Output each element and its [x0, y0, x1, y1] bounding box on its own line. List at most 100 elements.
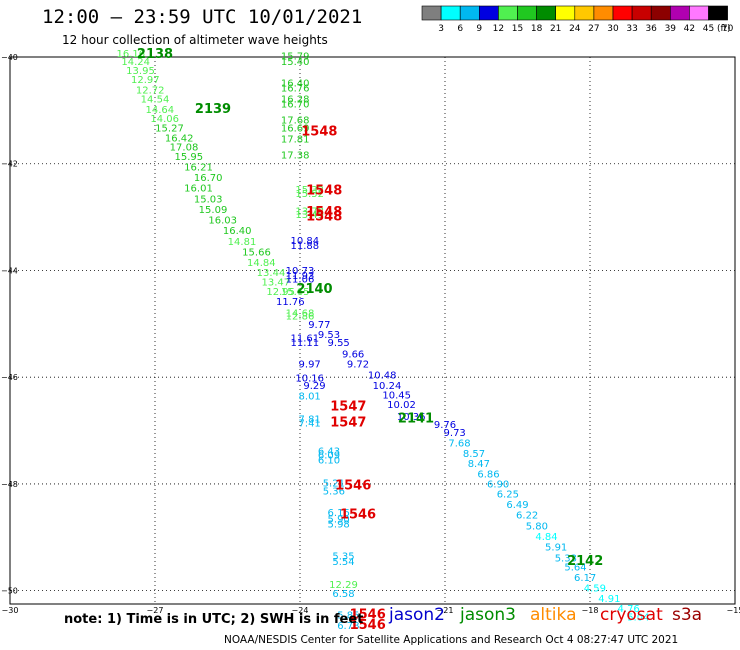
swh-data-label: 15.40	[281, 57, 310, 68]
swh-data-label: 15.27	[155, 124, 184, 135]
swh-data-label: 9.77	[308, 320, 330, 331]
pass-time-label: 1547	[330, 399, 366, 414]
swh-data-label: 9.66	[342, 349, 364, 360]
pass-time-label: 1546	[335, 478, 371, 493]
swh-data-label: 5.35	[332, 552, 354, 563]
pass-time-label: 2141	[398, 412, 434, 427]
swh-data-label: 10.73	[286, 266, 315, 277]
colorbar-tick-label: 6	[457, 24, 464, 34]
colorbar-tick-label: 18	[530, 24, 543, 34]
swh-data-label: 6.25	[497, 489, 519, 500]
swh-data-label: 8.01	[299, 392, 321, 403]
colorbar-tick-label: 9	[476, 24, 483, 34]
swh-data-label: 6.16	[328, 508, 350, 519]
swh-data-label: 12.97	[131, 75, 160, 86]
swh-data-label: 15.52	[295, 189, 324, 200]
swh-data-label: 10.24	[373, 381, 402, 392]
swh-data-label: 16.40	[281, 78, 310, 89]
swh-data-label: 12.86	[286, 312, 315, 323]
x-tick-label: −18	[582, 606, 599, 615]
pass-time-label: 1546	[340, 508, 376, 523]
x-tick-label: −24	[292, 606, 309, 615]
swh-data-label: 14.68	[286, 308, 315, 319]
swh-data-label: 9.29	[303, 381, 325, 392]
swh-data-label: 7.68	[448, 439, 470, 450]
swh-data-label: 10.02	[387, 400, 416, 411]
swh-data-label: 16.70	[194, 173, 223, 184]
y-tick-label: −40	[1, 53, 18, 62]
swh-data-label: 5.64	[564, 562, 586, 573]
swh-data-label: 7.81	[299, 415, 321, 426]
colorbar-swatch	[708, 5, 728, 21]
swh-data-label: 6.09	[318, 450, 340, 461]
swh-data-label: 11.93	[286, 271, 315, 282]
swh-data-label: 11.11	[291, 338, 320, 349]
swh-data-label: 10.16	[295, 373, 324, 384]
swh-data-label: 13.44	[257, 268, 286, 279]
swh-data-label: 15.79	[281, 52, 310, 63]
swh-data-label: 4.91	[598, 594, 620, 605]
swh-data-label: 17.08	[170, 142, 199, 153]
swh-data-label: 16.21	[184, 163, 213, 174]
colorbar-tick-label: 70	[721, 24, 734, 34]
colorbar-tick-label: 30	[607, 24, 619, 34]
swh-data-label: 9.53	[318, 330, 340, 341]
colorbar-swatches	[421, 5, 728, 21]
swh-data-label: 9.72	[347, 360, 369, 371]
pass-time-label: 2139	[195, 102, 231, 117]
swh-data-label: 16.01	[184, 183, 213, 194]
satellite-legend-item: s3a	[672, 605, 703, 625]
swh-data-label: 15.32	[295, 185, 324, 196]
swh-data-label: 10.48	[368, 370, 397, 381]
swh-data-label: 6.86	[477, 470, 499, 481]
swh-data-label: 5.91	[545, 543, 567, 554]
pass-time-label: 1548	[306, 184, 342, 199]
swh-data-label: 16.42	[165, 133, 194, 144]
swh-data-label: 16.69	[281, 124, 310, 135]
swh-data-label: 7.41	[299, 418, 321, 429]
colorbar-tick-label: 3	[438, 24, 444, 34]
swh-data-label: 5.33	[555, 553, 577, 564]
colorbar-tick-label: 24	[569, 24, 581, 34]
swh-data-label: 5.21	[323, 479, 345, 490]
plot-frame	[9, 56, 736, 605]
swh-data-label: 16.28	[281, 94, 310, 105]
swh-data-label: 5.98	[328, 520, 350, 531]
y-tick-label: −46	[1, 373, 18, 382]
swh-data-label: 8.47	[468, 459, 490, 470]
swh-data-label: 15.95	[175, 152, 204, 163]
swh-data-label: 11.06	[286, 275, 315, 286]
chart-subtitle: 12 hour collection of altimeter wave hei…	[62, 33, 328, 47]
swh-data-label: 6.78	[337, 621, 359, 632]
colorbar-tick-label: 15	[511, 24, 524, 34]
swh-data-label: 15.65	[281, 287, 310, 298]
swh-data-label: 12.72	[136, 85, 165, 96]
colorbar-tick-label: 39	[664, 24, 677, 34]
pass-time-label: 2138	[137, 47, 173, 62]
swh-data-label: 5.36	[323, 487, 345, 498]
swh-data-label: 13.49	[295, 210, 324, 221]
pass-time-label: 1546	[350, 607, 386, 622]
swh-data-label: 10.84	[291, 236, 320, 247]
colorbar-tick-label: 27	[588, 24, 600, 34]
pass-time-label: 1547	[330, 415, 366, 430]
swh-data-label: 5.90	[328, 514, 350, 525]
swh-data-label: 14.84	[247, 258, 276, 269]
swh-data-label: 4.84	[535, 532, 557, 543]
swh-data-label: 16.70	[281, 100, 310, 111]
swh-data-label: 15.03	[194, 195, 223, 206]
swh-data-label: 16.76	[281, 84, 310, 95]
pass-time-label: 1548	[306, 209, 342, 224]
x-tick-label: −30	[2, 606, 19, 615]
swh-data-label: 4.59	[584, 584, 606, 595]
swh-data-label: 6.43	[318, 447, 340, 458]
swh-data-label: 15.66	[242, 248, 271, 259]
colorbar-tick-label: 21	[549, 24, 562, 34]
swh-data-label: 9.73	[444, 428, 466, 439]
x-tick-label: −21	[437, 606, 454, 615]
swh-data-label: 14.24	[121, 57, 150, 68]
satellite-legend-item: altika	[530, 605, 577, 625]
pass-time-label: 1548	[301, 124, 337, 139]
swh-data-label: 4.76	[618, 604, 640, 615]
